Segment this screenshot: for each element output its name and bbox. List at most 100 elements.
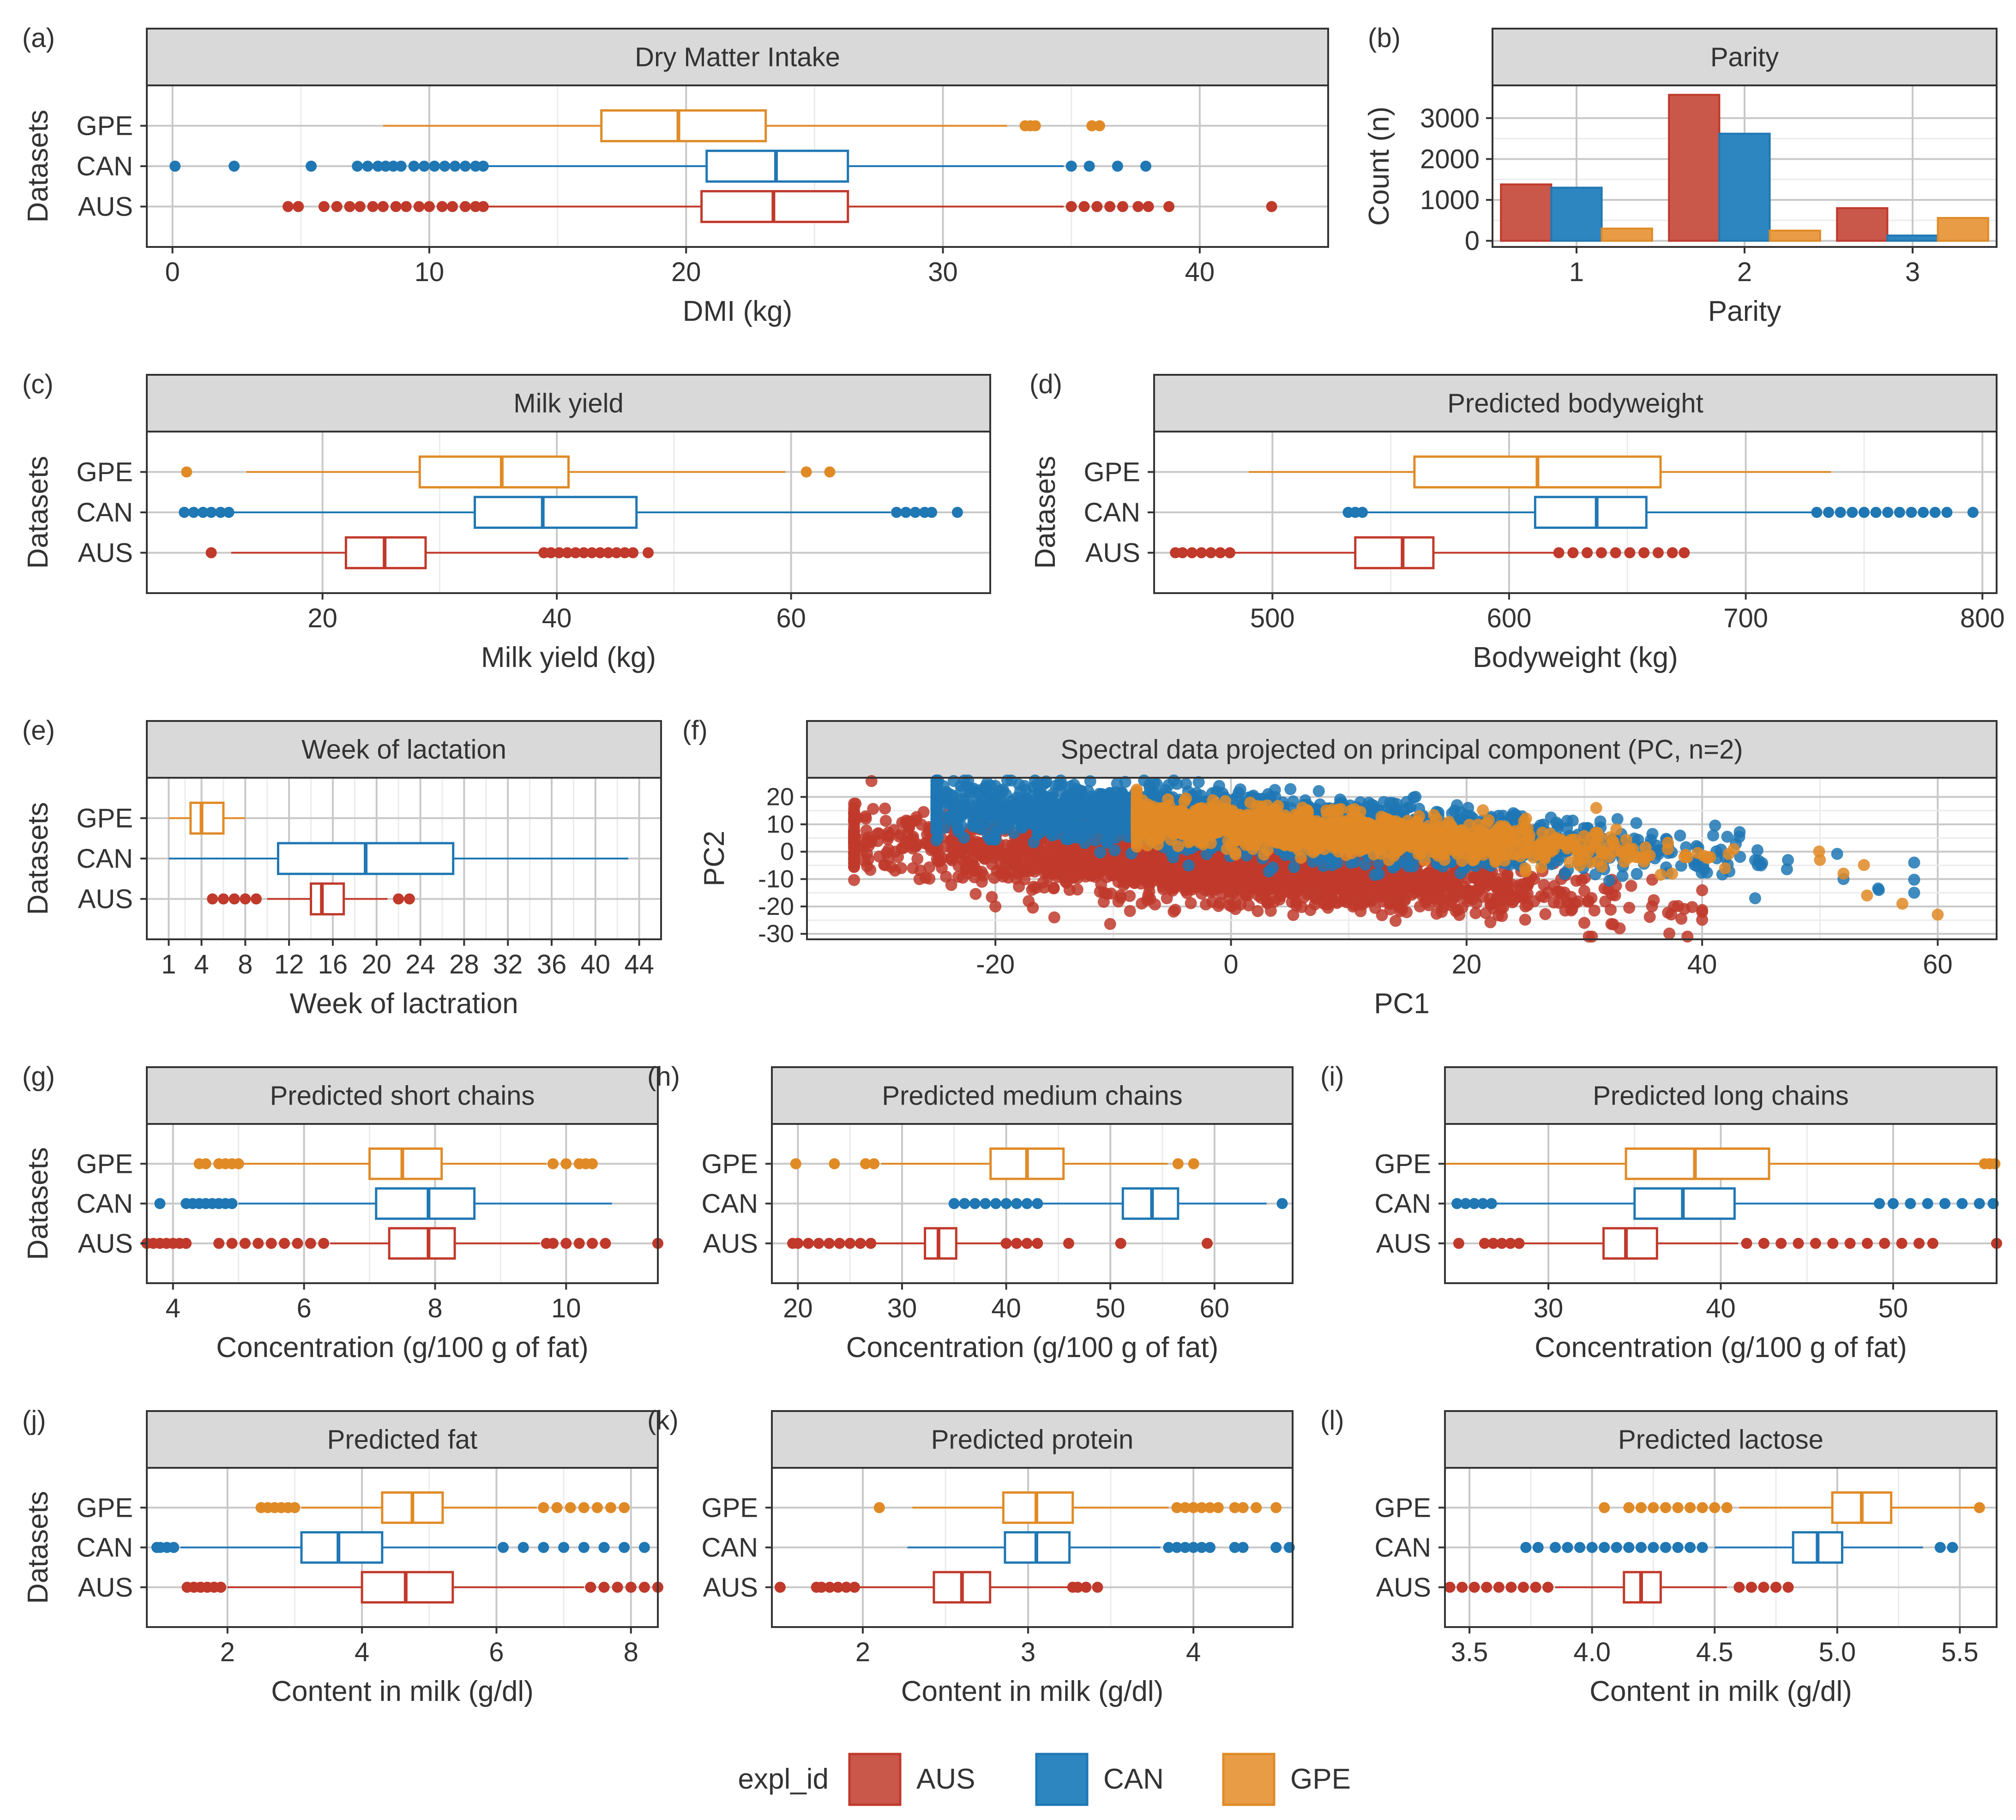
strip-e bbox=[146, 720, 662, 779]
point-AUS bbox=[895, 862, 908, 874]
plot-border-a bbox=[146, 84, 1329, 248]
outlier-d-CAN bbox=[1858, 507, 1870, 518]
ylabel-b: Count (n) bbox=[1363, 107, 1395, 226]
point-CAN bbox=[1707, 829, 1720, 842]
ytick-label-a-GPE: GPE bbox=[77, 111, 133, 141]
outlier-a-CAN bbox=[306, 161, 317, 172]
point-CAN bbox=[1409, 791, 1422, 803]
point-AUS bbox=[1462, 891, 1475, 903]
point-AUS bbox=[1105, 887, 1117, 900]
xtick-label-e: 28 bbox=[449, 949, 479, 979]
plot-border-d bbox=[1153, 431, 1998, 594]
outlier-a-AUS bbox=[477, 201, 489, 212]
point-AUS bbox=[848, 834, 861, 847]
point-CAN bbox=[1213, 780, 1225, 792]
outlier-d-AUS bbox=[1638, 547, 1650, 559]
point-AUS bbox=[1553, 885, 1566, 898]
outlier-a-CAN bbox=[169, 161, 181, 172]
xtick-label-c: 40 bbox=[542, 603, 572, 633]
xlabel-c: Milk yield (kg) bbox=[481, 642, 656, 673]
point-AUS bbox=[1491, 872, 1504, 885]
plot-border-b bbox=[1492, 84, 1998, 248]
point-AUS bbox=[1195, 887, 1208, 900]
outlier-a-CAN bbox=[372, 161, 384, 172]
outlier-a-GPE bbox=[1094, 120, 1105, 132]
point-AUS bbox=[1623, 901, 1636, 914]
outlier-c-CAN bbox=[223, 507, 235, 518]
ytick-label-e-AUS: AUS bbox=[78, 884, 133, 914]
xtick-label-e: 24 bbox=[405, 949, 435, 979]
point-CAN bbox=[988, 797, 1000, 810]
point-AUS bbox=[1241, 877, 1253, 889]
outlier-e-AUS bbox=[251, 893, 262, 905]
xtick-label-e: 20 bbox=[361, 949, 391, 979]
outlier-a-AUS bbox=[1104, 201, 1116, 212]
point-AUS bbox=[1287, 878, 1299, 891]
outlier-d-CAN bbox=[1811, 507, 1823, 518]
ytick-label-b: 2000 bbox=[1420, 144, 1480, 174]
point-AUS bbox=[1317, 879, 1330, 891]
xtick-label-e: 40 bbox=[581, 949, 611, 979]
outlier-d-CAN bbox=[1823, 507, 1835, 518]
outlier-c-CAN bbox=[909, 507, 921, 518]
xtick-label-d: 500 bbox=[1250, 603, 1295, 633]
point-CAN bbox=[1284, 783, 1297, 795]
xtick-label-a: 40 bbox=[1185, 257, 1215, 287]
point-CAN bbox=[958, 831, 970, 844]
outlier-c-GPE bbox=[824, 466, 836, 478]
point-AUS bbox=[1143, 879, 1155, 892]
point-CAN bbox=[956, 793, 968, 805]
point-AUS bbox=[1539, 908, 1552, 920]
outlier-a-GPE bbox=[1029, 120, 1041, 132]
point-CAN bbox=[1749, 892, 1761, 905]
point-AUS bbox=[873, 850, 885, 863]
point-CAN bbox=[1287, 795, 1300, 808]
outlier-a-AUS bbox=[436, 201, 448, 212]
point-AUS bbox=[848, 807, 861, 819]
point-AUS bbox=[1443, 890, 1456, 903]
point-AUS bbox=[1394, 905, 1407, 918]
point-AUS bbox=[1490, 893, 1503, 906]
point-AUS bbox=[1374, 889, 1386, 901]
xtick-label-c: 20 bbox=[307, 603, 337, 633]
point-AUS bbox=[1430, 870, 1442, 882]
outlier-d-CAN bbox=[1967, 507, 1979, 518]
xtick-label-e: 44 bbox=[624, 949, 654, 979]
outlier-e-AUS bbox=[217, 893, 229, 905]
point-AUS bbox=[1469, 907, 1482, 919]
outlier-d-AUS bbox=[1582, 547, 1593, 559]
outlier-d-AUS bbox=[1215, 547, 1226, 559]
outlier-c-CAN bbox=[926, 507, 938, 518]
ytick-label-b: 3000 bbox=[1420, 103, 1480, 133]
point-AUS bbox=[860, 837, 872, 850]
outlier-c-CAN bbox=[205, 507, 217, 518]
outlier-c-AUS bbox=[602, 547, 614, 559]
point-AUS bbox=[1216, 866, 1228, 878]
point-AUS bbox=[911, 853, 924, 865]
outlier-a-CAN bbox=[439, 161, 451, 172]
point-AUS bbox=[1578, 885, 1590, 897]
strip-a bbox=[146, 28, 1329, 86]
outlier-a-CAN bbox=[449, 161, 461, 172]
xtick-label-b: 3 bbox=[1905, 257, 1920, 287]
strip-title-e: Week of lactation bbox=[301, 735, 506, 765]
point-AUS bbox=[1128, 877, 1141, 889]
ytick-label-a-CAN: CAN bbox=[77, 151, 133, 181]
outlier-d-AUS bbox=[1652, 547, 1664, 559]
point-AUS bbox=[959, 850, 972, 863]
outlier-a-AUS bbox=[318, 201, 330, 212]
xtick-label-b: 2 bbox=[1737, 257, 1752, 287]
point-AUS bbox=[988, 871, 1000, 884]
outlier-a-CAN bbox=[1065, 161, 1077, 172]
point-CAN bbox=[989, 826, 1002, 839]
outlier-a-CAN bbox=[429, 161, 440, 172]
outlier-d-AUS bbox=[1667, 547, 1678, 559]
outlier-d-CAN bbox=[1929, 507, 1941, 518]
bar-GPE-3 bbox=[1937, 217, 1989, 242]
outlier-a-CAN bbox=[352, 161, 363, 172]
outlier-a-AUS bbox=[390, 201, 402, 212]
outlier-d-CAN bbox=[1906, 507, 1917, 518]
point-CAN bbox=[1080, 827, 1092, 840]
